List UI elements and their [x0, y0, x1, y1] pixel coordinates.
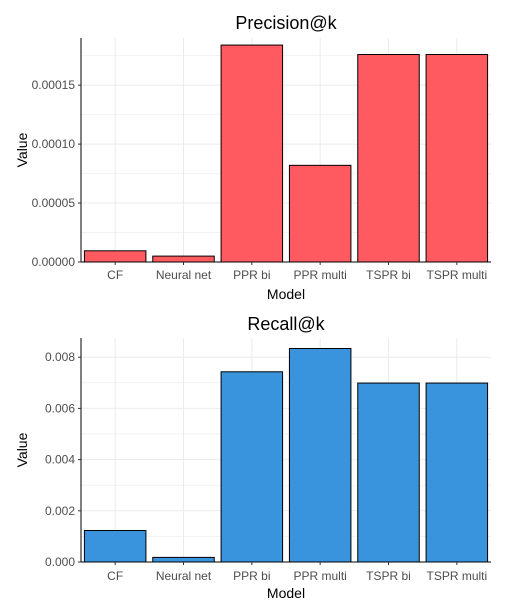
bar-ppr-multi [288, 164, 352, 263]
bar-tspr-multi [425, 382, 489, 563]
y-tick-label: 0.00005 [32, 196, 76, 210]
x-tick-label: PPR multi [293, 268, 346, 282]
bar-tspr-multi [425, 54, 489, 263]
y-tick-label: 0.00010 [32, 137, 76, 151]
bar-cf [83, 530, 147, 563]
y-tick-label: 0.00000 [32, 255, 76, 269]
bar-ppr-multi [288, 347, 352, 563]
y-tick-label: 0.004 [45, 453, 75, 467]
bar-tspr-bi [357, 54, 420, 263]
x-tick-label: CF [107, 569, 123, 583]
bar-neural-net [152, 255, 215, 263]
bar-neural-net [152, 556, 215, 563]
y-tick-label: 0.006 [45, 401, 75, 415]
bar-ppr-bi [220, 371, 284, 563]
x-tick-label: PPR multi [293, 569, 346, 583]
x-tick-label: Neural net [156, 268, 212, 282]
bar-ppr-bi [220, 44, 284, 263]
x-tick-label: TSPR multi [426, 268, 487, 282]
x-axis-label: Model [267, 286, 305, 302]
x-tick-label: CF [107, 268, 123, 282]
y-axis-label: Value [14, 432, 30, 467]
y-tick-label: 0.000 [45, 555, 75, 569]
bar-cf [83, 250, 147, 263]
x-tick-label: TSPR multi [426, 569, 487, 583]
y-tick-label: 0.002 [45, 504, 75, 518]
x-tick-label: PPR bi [233, 268, 270, 282]
y-tick-label: 0.008 [45, 350, 75, 364]
x-tick-label: PPR bi [233, 569, 270, 583]
y-axis-label: Value [14, 132, 30, 167]
bar-tspr-bi [357, 382, 420, 563]
chart-title: Precision@k [235, 13, 337, 33]
x-tick-label: TSPR bi [366, 569, 411, 583]
y-tick-label: 0.00015 [32, 78, 76, 92]
x-axis-label: Model [267, 585, 305, 601]
x-tick-label: Neural net [156, 569, 212, 583]
x-tick-label: TSPR bi [366, 268, 411, 282]
chart-title: Recall@k [247, 314, 325, 334]
